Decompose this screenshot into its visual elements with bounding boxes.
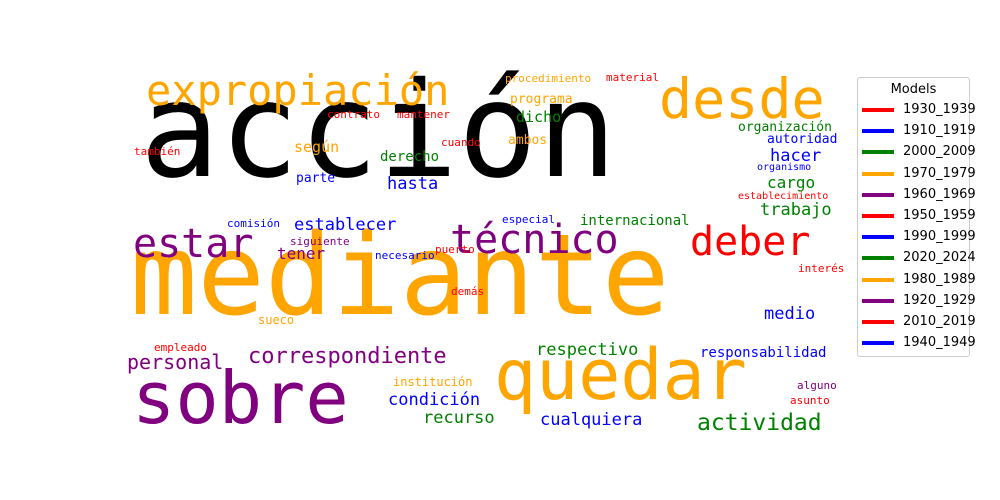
legend-item-1990_1999: 1990_1999 [862, 227, 976, 245]
word-cloud: acción mediante sobre quedar expropiación des… [127, 54, 850, 440]
word-15: trabajo [760, 200, 832, 220]
legend-item-1940_1949: 1940_1949 [862, 333, 976, 351]
word-26: internacional [580, 213, 690, 229]
word-39: cuando [441, 136, 481, 149]
legend-item-2000_2009: 2000_2009 [862, 142, 976, 160]
legend: Models 1930_1939 1910_1919 2000_2009 1970_1… [857, 77, 976, 357]
word-1: mediante [130, 211, 670, 341]
legend-item-1960_1969: 1960_1969 [862, 185, 976, 203]
legend-label: 1980_1989 [903, 271, 976, 287]
word-52: asunto [790, 394, 830, 407]
word-28: organización [738, 120, 832, 135]
word-11: actividad [697, 410, 822, 436]
legend-swatch [862, 235, 894, 240]
word-20: recurso [423, 408, 495, 428]
legend-swatch [862, 171, 894, 176]
word-46: necesario [375, 249, 435, 262]
word-30: programa [510, 92, 573, 107]
legend-item-2020_2024: 2020_2024 [862, 248, 976, 266]
word-40: también [134, 145, 181, 158]
legend-item-1930_1939: 1930_1939 [862, 100, 976, 118]
word-43: comisión [227, 217, 280, 230]
legend-swatch [862, 256, 894, 261]
word-25: dicho [516, 108, 562, 126]
word-27: derecho [380, 149, 440, 165]
word-13: respectivo [536, 340, 639, 360]
legend-item-1980_1989: 1980_1989 [862, 270, 976, 288]
legend-label: 2020_2024 [903, 250, 976, 266]
word-42: establecimiento [738, 191, 829, 202]
word-5: desde [659, 67, 825, 131]
legend-swatch [862, 129, 894, 134]
word-4: expropiación [146, 66, 450, 115]
word-24: según [294, 138, 340, 156]
word-37: contrato [327, 108, 380, 121]
legend-swatch [862, 298, 894, 303]
word-45: siguiente [290, 235, 350, 248]
word-50: empleado [154, 341, 207, 354]
legend-label: 1920_1929 [903, 292, 976, 308]
legend-item-1950_1959: 1950_1959 [862, 206, 976, 224]
legend-label: 1910_1919 [903, 123, 976, 139]
legend-label: 2010_2019 [903, 314, 976, 329]
word-29: autoridad [767, 132, 838, 147]
word-3: quedar [494, 334, 747, 416]
legend-title: Models [890, 82, 937, 97]
legend-swatch [862, 150, 894, 155]
word-36: material [606, 71, 659, 84]
legend-swatch [862, 341, 894, 346]
word-32: parte [296, 171, 336, 186]
legend-swatch [862, 320, 894, 324]
word-22: cargo [767, 173, 816, 192]
word-14: cualquiera [540, 410, 643, 430]
legend-label: 1970_1979 [903, 165, 976, 181]
word-9: correspondiente [248, 344, 447, 369]
word-47: puerto [435, 243, 475, 256]
word-2: sobre [132, 356, 349, 440]
word-31: ambos [508, 133, 548, 148]
word-23: responsabilidad [700, 345, 827, 361]
legend-swatch [862, 214, 894, 218]
word-33: sueco [258, 313, 295, 327]
legend-item-2010_2019: 2010_2019 [862, 312, 976, 330]
word-6: técnico [450, 217, 619, 263]
word-7: deber [690, 219, 811, 265]
word-16: hacer [770, 146, 822, 166]
legend-swatch [862, 108, 894, 112]
legend-item-1970_1979: 1970_1979 [862, 164, 976, 182]
word-51: alguno [797, 379, 837, 392]
legend-label: 1960_1969 [903, 186, 976, 202]
word-8: estar [133, 221, 254, 267]
legend-label: 2000_2009 [903, 144, 976, 160]
legend-label: 1990_1999 [903, 229, 976, 245]
legend-swatch [862, 192, 894, 197]
word-34: institución [393, 375, 473, 389]
word-44: especial [502, 213, 555, 226]
word-17: hasta [387, 174, 439, 194]
word-35: procedimiento [505, 72, 592, 85]
legend-item-1920_1929: 1920_1929 [862, 291, 976, 309]
legend-swatch [862, 277, 894, 282]
legend-label: 1940_1949 [903, 335, 976, 351]
word-18: medio [764, 304, 816, 324]
legend-label: 1950_1959 [903, 208, 976, 223]
word-48: demás [451, 285, 485, 298]
legend-label: 1930_1939 [903, 102, 976, 117]
word-12: establecer [294, 215, 397, 235]
word-21: tener [277, 244, 326, 263]
legend-item-1910_1919: 1910_1919 [862, 121, 976, 139]
word-41: organismo [757, 162, 812, 173]
word-0: acción [140, 54, 617, 208]
word-10: personal [127, 350, 224, 374]
word-38: mantener [397, 108, 450, 121]
word-49: interés [798, 262, 845, 275]
word-19: condición [388, 390, 481, 410]
